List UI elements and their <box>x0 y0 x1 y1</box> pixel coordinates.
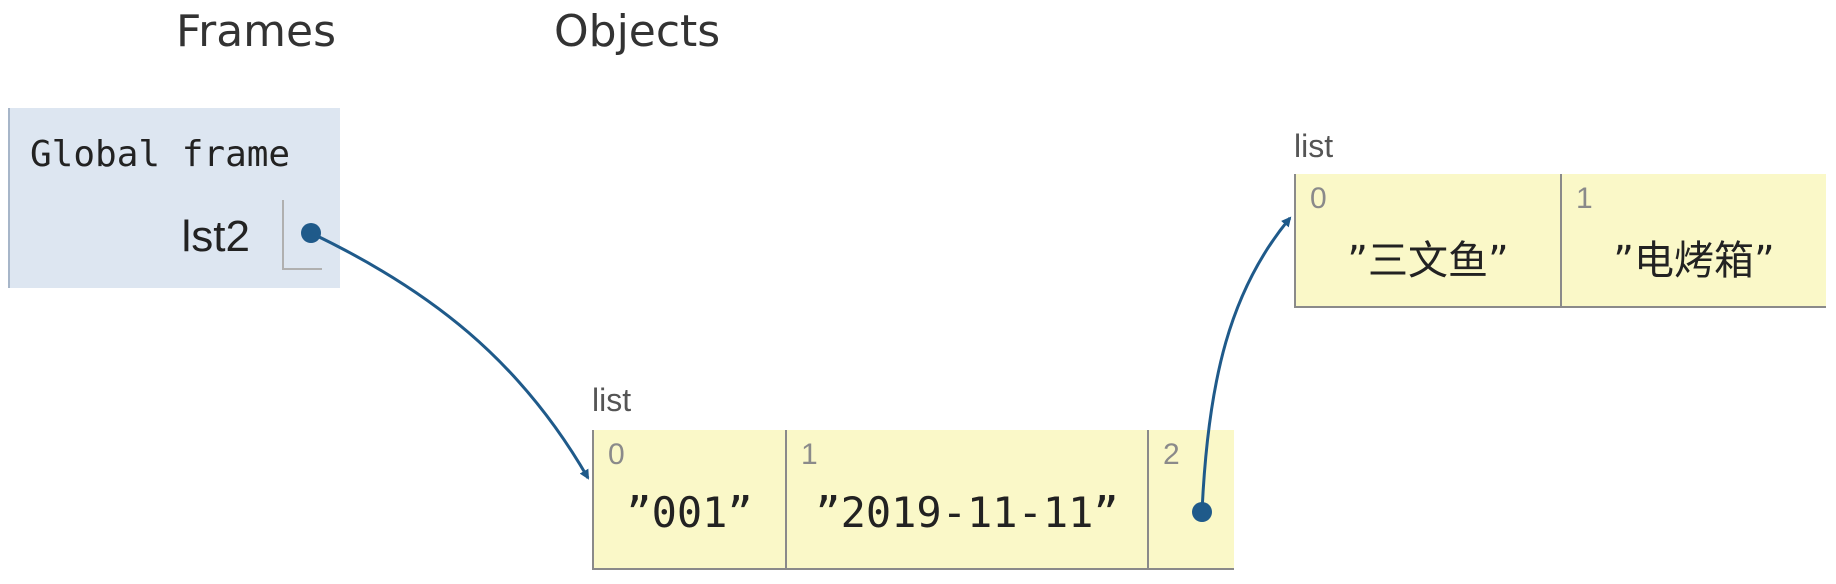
list-cell: 2 <box>1147 430 1234 568</box>
list-cell: 0 ”三文鱼” <box>1294 174 1560 306</box>
variable-name-lst2: lst2 <box>181 212 250 261</box>
list-index: 2 <box>1163 438 1180 471</box>
list-index: 0 <box>1310 182 1327 215</box>
list-cell: 1 ”2019-11-11” <box>785 430 1147 568</box>
list-index: 0 <box>608 438 625 471</box>
list-cell: 0 ”001” <box>592 430 785 568</box>
arrow-lst2-to-list <box>310 231 590 480</box>
list-value: ”001” <box>626 488 753 537</box>
list-value: ”电烤箱” <box>1613 238 1775 284</box>
variable-pointer-cell <box>282 200 322 270</box>
objects-heading: Objects <box>554 6 721 57</box>
list-value: ”三文鱼” <box>1347 238 1509 284</box>
list-value: ”2019-11-11” <box>815 488 1119 537</box>
frames-heading: Frames <box>176 6 337 57</box>
global-frame: Global frame lst2 <box>8 108 340 288</box>
list-cell: 1 ”电烤箱” <box>1560 174 1826 306</box>
list-object: 0 ”001” 1 ”2019-11-11” 2 <box>592 430 1234 570</box>
list-type-label: list <box>1294 128 1334 164</box>
global-frame-title: Global frame <box>30 134 291 175</box>
list-index: 1 <box>801 438 818 471</box>
list-index: 1 <box>1576 182 1593 215</box>
list-type-label: list <box>592 382 632 418</box>
list-object: 0 ”三文鱼” 1 ”电烤箱” <box>1294 174 1826 308</box>
